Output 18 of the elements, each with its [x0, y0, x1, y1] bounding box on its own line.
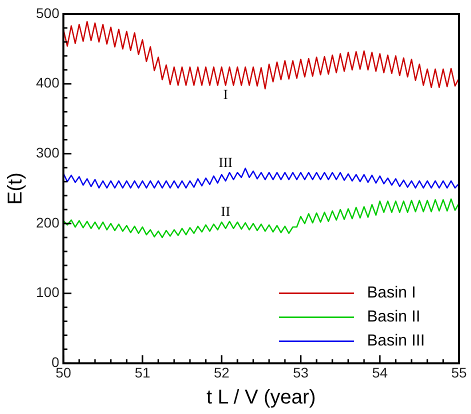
- x-tick-label: 52: [214, 364, 230, 380]
- annotation: I: [223, 88, 228, 103]
- annotation: II: [220, 205, 231, 220]
- x-tick-label: 54: [372, 364, 388, 380]
- x-tick-label: 53: [292, 364, 309, 380]
- y-tick-label: 300: [36, 144, 60, 161]
- x-tick-label: 51: [134, 364, 150, 380]
- y-tick-label: 100: [36, 284, 60, 300]
- x-axis-title: t L / V (year): [206, 386, 316, 409]
- legend-label: Basin I: [367, 284, 416, 302]
- legend-label: Basin II: [367, 308, 420, 326]
- x-tick-label: 55: [451, 364, 467, 380]
- y-tick-label: 200: [36, 214, 60, 230]
- y-tick-label: 400: [36, 74, 60, 91]
- y-tick-label: 500: [36, 4, 60, 21]
- legend-label: Basin III: [367, 332, 425, 350]
- annotation: III: [218, 156, 233, 172]
- y-axis-title: E(t): [4, 172, 27, 205]
